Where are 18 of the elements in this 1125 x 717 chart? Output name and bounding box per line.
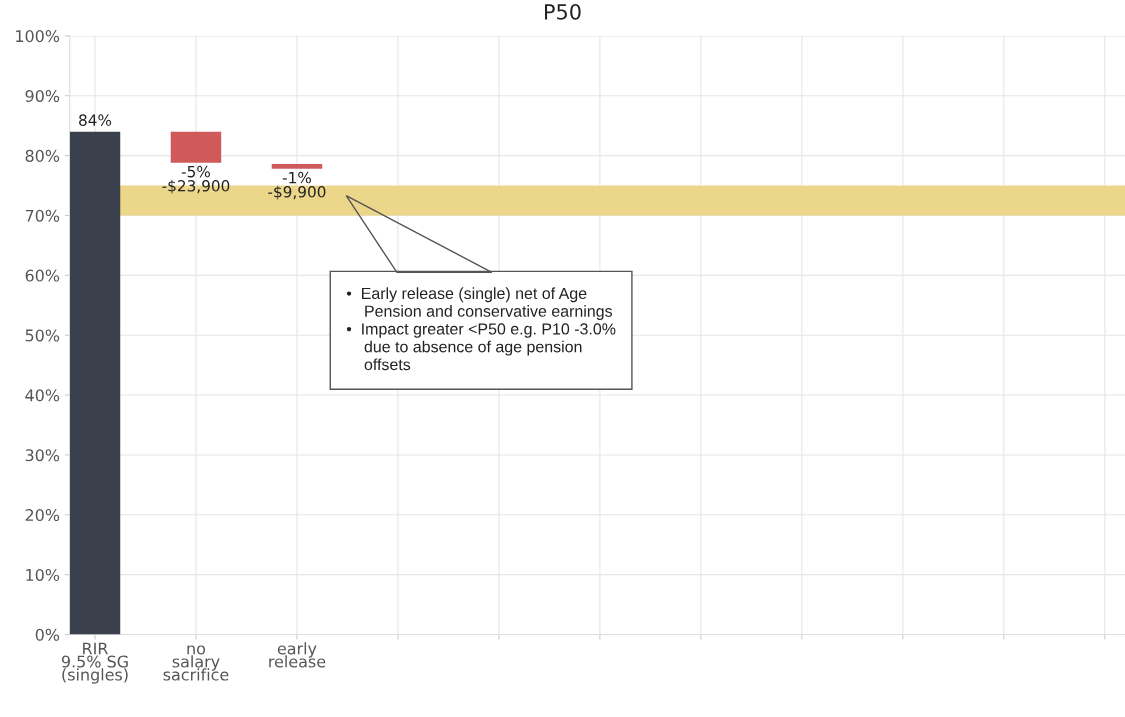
y-tick-label: 10% <box>26 568 60 581</box>
data-label: -1% -$9,900 <box>268 171 326 200</box>
y-tick-label: 50% <box>25 329 60 342</box>
y-tick-label: 80% <box>25 149 60 162</box>
y-tick-label: 100% <box>16 30 60 43</box>
x-tick-label: no salary sacrifice <box>163 645 229 681</box>
y-tick-label: 60% <box>25 269 60 282</box>
data-label: 84% <box>79 114 112 126</box>
annotation: • Early release (single) net of Age Pension and conservative earnings • Impact greater <P50 e.g. P10 -3.0% due to absence of age pension offsets <box>346 287 616 371</box>
y-tick-label: 70% <box>25 209 60 222</box>
chart-title: P50 <box>545 3 581 20</box>
y-tick-label: 20% <box>25 509 60 522</box>
y-tick-label: 30% <box>25 449 60 462</box>
y-tick-label: 0% <box>35 628 60 641</box>
x-tick-label: RIR 9.5% SG (singles) <box>61 642 128 684</box>
x-tick-label: early release <box>269 642 326 668</box>
y-tick-label: 90% <box>25 89 60 103</box>
y-tick-label: 40% <box>25 389 60 402</box>
